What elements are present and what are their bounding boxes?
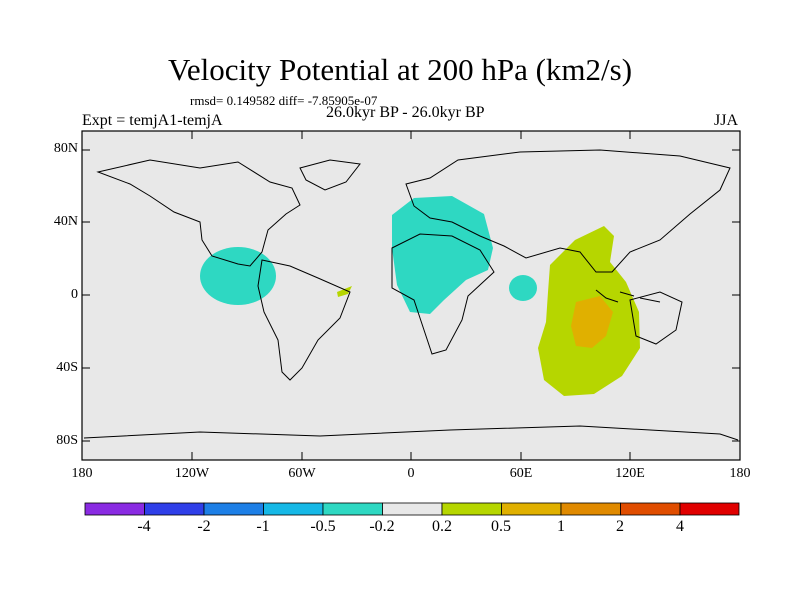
lat-label: 0 <box>71 287 78 302</box>
colorbar-bin-1 <box>84 502 145 516</box>
anomaly-layer <box>200 196 640 396</box>
period-label: 26.0kyr BP - 26.0kyr BP <box>326 104 485 121</box>
coast-antarctica <box>83 425 739 441</box>
colorbar-label: -0.5 <box>310 518 336 535</box>
coast-eurasia <box>405 149 731 273</box>
coast-north-america <box>96 159 301 267</box>
lon-label: 120E <box>615 466 645 481</box>
rmsd-stats: rmsd= 0.149582 diff= -7.85905e-07 <box>190 93 378 108</box>
anomaly-north-africa <box>392 196 493 314</box>
coast-greenland <box>299 159 361 191</box>
colorbar-label: -4 <box>137 518 151 535</box>
colorbar-bin-6 <box>382 502 443 516</box>
experiment-label: Expt = temjA1-temjA <box>82 112 223 129</box>
coastlines <box>83 149 739 441</box>
colorbar-label: -1 <box>256 518 270 535</box>
lon-label: 180 <box>71 466 93 481</box>
colorbar <box>84 502 740 516</box>
season-label: JJA <box>714 112 739 129</box>
lat-label: 40S <box>56 360 78 375</box>
coast-maritime-continent <box>595 289 661 303</box>
lat-label: 80N <box>53 141 78 156</box>
coast-africa <box>391 233 495 355</box>
colorbar-bin-3 <box>203 502 264 516</box>
colorbar-label: 4 <box>676 518 684 535</box>
coast-australia <box>629 291 683 345</box>
colorbar-label: 2 <box>616 518 624 535</box>
colorbar-bin-2 <box>144 502 205 516</box>
colorbar-label: 0.5 <box>491 518 511 535</box>
colorbar-bin-4 <box>263 502 324 516</box>
coast-south-america <box>257 259 351 381</box>
lon-label: 60W <box>288 466 316 481</box>
anomaly-equatorial-atlantic <box>337 286 352 297</box>
lon-label: 0 <box>407 466 415 481</box>
colorbar-bin-8 <box>501 502 562 516</box>
chart-title: Velocity Potential at 200 hPa (km2/s) <box>167 52 633 87</box>
colorbar-bin-10 <box>620 502 681 516</box>
colorbar-bin-7 <box>441 502 502 516</box>
colorbar-bin-5 <box>322 502 383 516</box>
anomaly-central-america <box>200 247 276 305</box>
colorbar-bin-11 <box>679 502 740 516</box>
anomaly-eastern-indian-core <box>571 296 613 348</box>
colorbar-bin-9 <box>560 502 621 516</box>
lat-label: 80S <box>56 433 78 448</box>
lon-label: 120W <box>174 466 210 481</box>
axis-ticks <box>82 131 740 460</box>
lon-label: 60E <box>509 466 533 481</box>
colorbar-label: -0.2 <box>369 518 395 535</box>
anomaly-western-indian-ocean <box>509 275 537 301</box>
colorbar-label: 1 <box>557 518 565 535</box>
lon-label: 180 <box>729 466 751 481</box>
lat-label: 40N <box>53 214 78 229</box>
colorbar-label: 0.2 <box>432 518 452 535</box>
colorbar-label: -2 <box>197 518 211 535</box>
